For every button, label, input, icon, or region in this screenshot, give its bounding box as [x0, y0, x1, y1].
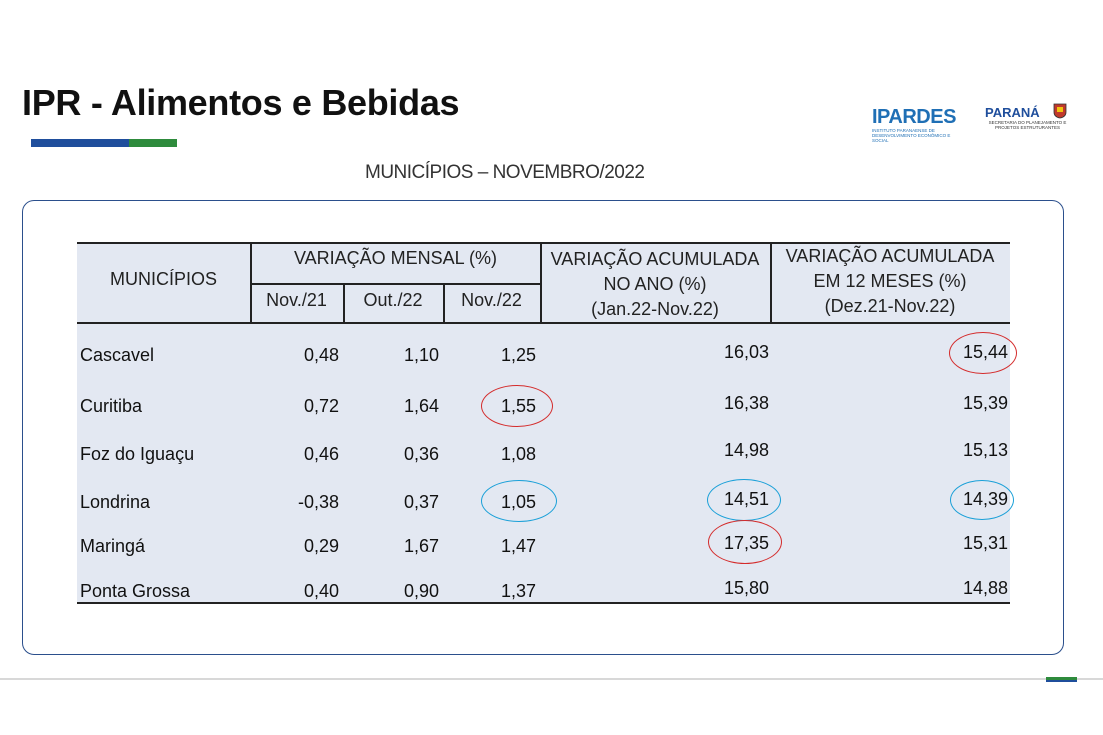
table-top-rule [77, 242, 1010, 244]
row-label-cascavel: Cascavel [80, 345, 155, 365]
cell-cascavel-nov22: 1,25 [500, 345, 536, 365]
row-label-maringa: Maringá [80, 536, 146, 556]
row-label-curitiba: Curitiba [80, 396, 143, 416]
cell-curitiba-out22: 1,64 [403, 396, 439, 416]
cell-ponta-grossa-nov21: 0,40 [303, 581, 339, 601]
row-label-londrina: Londrina [80, 492, 151, 512]
title-underline-green [129, 139, 177, 147]
header-municipios: MUNICÍPIOS [109, 269, 217, 289]
parana-crest-icon [1053, 103, 1067, 119]
header-acum-ano-line2: NO ANO (%) [603, 274, 707, 294]
header-acum-12-line1: VARIAÇÃO ACUMULADA [785, 246, 995, 266]
header-acum-12-line3: (Dez.21-Nov.22) [824, 296, 956, 316]
parana-logo-text: PARANÁ [985, 105, 1040, 120]
row-label-ponta-grossa: Ponta Grossa [80, 581, 191, 601]
cell-ponta-grossa-ano: 15,80 [723, 578, 769, 598]
footer-divider [0, 678, 1103, 680]
highlight-max-cascavel-doze [949, 332, 1017, 374]
cell-cascavel-nov21: 0,48 [303, 345, 339, 365]
ipardes-logo-text: IPARDES [872, 106, 956, 128]
ipardes-logo-subtext: Instituto Paranaense de Desenvolvimento … [872, 128, 951, 143]
cell-curitiba-ano: 16,38 [723, 393, 769, 413]
cell-maringa-out22: 1,67 [403, 536, 439, 556]
page-title: IPR - Alimentos e Bebidas [22, 82, 460, 123]
parana-logo: PARANÁ Secretaria do Planejamento e Proj… [985, 105, 1070, 131]
cell-maringa-nov21: 0,29 [303, 536, 339, 556]
highlight-max-maringa-ano [708, 520, 782, 564]
table-bottom-rule [77, 602, 1010, 604]
col-divider-ano [770, 242, 772, 323]
highlight-min-londrina-nov22 [481, 480, 557, 522]
cell-foz-nov21: 0,46 [303, 444, 339, 464]
cell-curitiba-nov21: 0,72 [303, 396, 339, 416]
parana-logo-subtext: Secretaria do Planejamento e Projetos Es… [988, 120, 1067, 130]
footer-mark-green [1046, 677, 1077, 680]
header-nov22: Nov./22 [461, 290, 522, 310]
table-frame [22, 200, 1064, 655]
footer-mark-blue [1046, 680, 1077, 682]
highlight-max-curitiba-nov22 [481, 385, 553, 427]
cell-ponta-grossa-nov22: 1,37 [500, 581, 536, 601]
table-subtitle: MUNICÍPIOS – NOVEMBRO/2022 [365, 162, 645, 183]
header-variacao-mensal: VARIAÇÃO MENSAL (%) [293, 248, 498, 268]
header-acum-12-line2: EM 12 MESES (%) [813, 271, 967, 291]
header-nov21: Nov./21 [266, 290, 327, 310]
header-out22: Out./22 [363, 290, 423, 310]
header-acum-ano-line3: (Jan.22-Nov.22) [591, 299, 719, 319]
col-divider-municipios [250, 242, 252, 323]
cell-foz-out22: 0,36 [403, 444, 439, 464]
cell-foz-doze: 15,13 [962, 440, 1008, 460]
title-underline-blue [31, 139, 129, 147]
col-divider-mensal [540, 242, 542, 323]
cell-cascavel-out22: 1,10 [403, 345, 439, 365]
cell-foz-ano: 14,98 [723, 440, 769, 460]
col-divider-out22 [443, 283, 445, 323]
cell-maringa-nov22: 1,47 [500, 536, 536, 556]
highlight-min-londrina-ano [707, 479, 781, 521]
header-bottom-rule [77, 322, 1010, 324]
row-label-foz-do-iguacu: Foz do Iguaçu [80, 444, 195, 464]
cell-cascavel-ano: 16,03 [723, 342, 769, 362]
mensal-header-rule [250, 283, 541, 285]
cell-ponta-grossa-out22: 0,90 [403, 581, 439, 601]
cell-ponta-grossa-doze: 14,88 [962, 578, 1008, 598]
cell-foz-nov22: 1,08 [500, 444, 536, 464]
col-divider-nov21 [343, 283, 345, 323]
table-background [77, 242, 1010, 603]
cell-curitiba-doze: 15,39 [962, 393, 1008, 413]
header-acum-ano-line1: VARIAÇÃO ACUMULADA [550, 249, 760, 269]
cell-maringa-doze: 15,31 [962, 533, 1008, 553]
highlight-min-londrina-doze [950, 480, 1014, 520]
cell-londrina-nov21: -0,38 [297, 492, 339, 512]
cell-londrina-out22: 0,37 [403, 492, 439, 512]
ipardes-logo: IPARDES Instituto Paranaense de Desenvol… [872, 106, 968, 143]
